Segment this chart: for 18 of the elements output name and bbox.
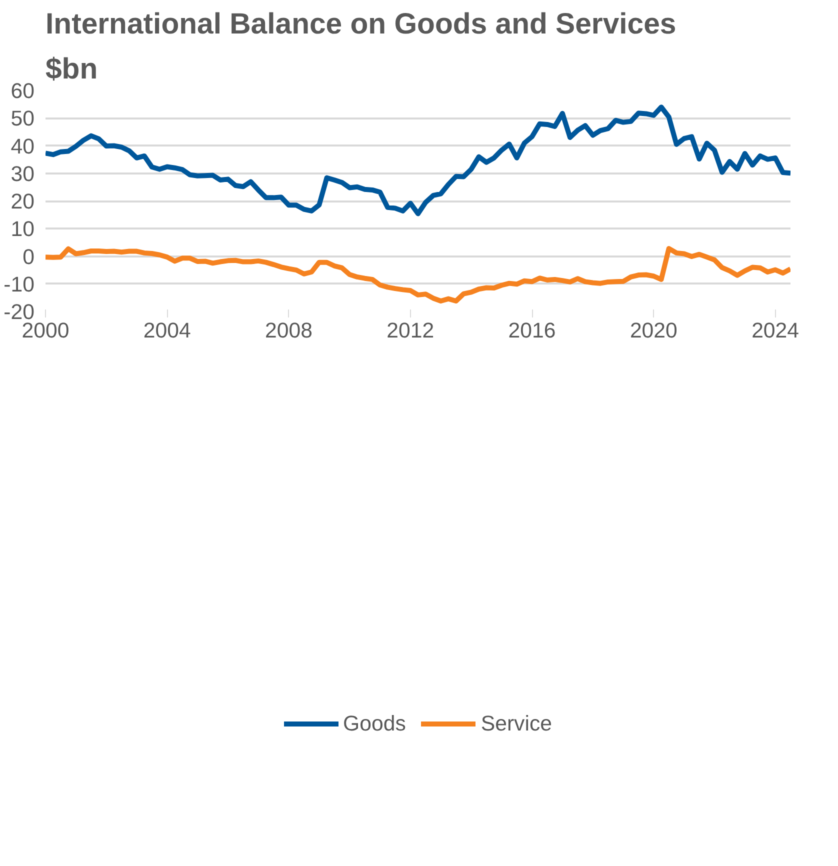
y-tick-label: 10 [10, 217, 35, 242]
chart-title: International Balance on Goods and Services [46, 8, 676, 40]
legend-label: Goods [343, 711, 406, 736]
x-tick-label: 2024 [752, 318, 800, 342]
y-tick-label: 60 [10, 79, 35, 103]
x-tick-label: 2012 [386, 318, 434, 342]
y-tick-label: 50 [10, 106, 35, 131]
x-tick-label: 2008 [265, 318, 312, 342]
x-tick-label: 2020 [630, 318, 678, 342]
legend-label: Service [480, 711, 552, 736]
y-tick-label: 30 [10, 162, 35, 186]
y-tick-label: 0 [22, 244, 35, 269]
x-tick-label: 2016 [508, 318, 556, 342]
y-tick-label: 40 [10, 134, 35, 158]
chart-subtitle: $bn [46, 52, 98, 86]
y-tick-label: 20 [10, 190, 35, 214]
x-tick-label: 2004 [143, 318, 191, 342]
y-tick-label: -10 [4, 272, 35, 296]
